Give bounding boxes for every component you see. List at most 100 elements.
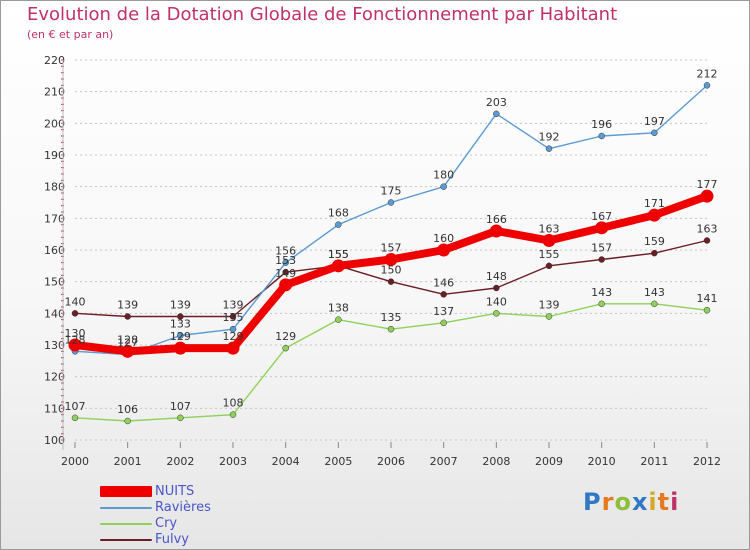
data-label-fulvy: 146 [433, 276, 454, 289]
data-point-cry [651, 300, 658, 308]
chart-title: Evolution de la Dotation Globale de Fonc… [27, 4, 618, 25]
data-label-ravires: 127 [117, 337, 138, 350]
data-point-ravires [440, 183, 447, 190]
data-point-fulvy [703, 237, 711, 244]
data-label-cry: 143 [591, 286, 612, 299]
data-point-nuits [279, 278, 293, 292]
data-point-fulvy [493, 284, 500, 292]
x-tick-label: 2010 [588, 455, 616, 468]
x-tick-label: 2003 [219, 455, 247, 468]
data-label-ravires: 180 [433, 169, 454, 182]
data-label-cry: 106 [117, 403, 138, 416]
data-label-fulvy: 155 [539, 248, 560, 261]
x-tick-label: 2001 [114, 455, 142, 468]
data-point-fulvy [229, 313, 237, 320]
x-tick-label: 2000 [61, 455, 89, 468]
data-point-nuits [647, 208, 661, 222]
data-point-cry [282, 344, 289, 352]
data-point-nuits [489, 224, 503, 238]
data-label-ravires: 212 [697, 67, 718, 80]
data-label-cry: 141 [697, 292, 718, 305]
data-point-fulvy [440, 291, 447, 298]
data-label-fulvy: 150 [381, 264, 402, 277]
data-label-cry: 108 [223, 397, 244, 410]
data-point-cry [598, 300, 605, 308]
data-point-cry [440, 319, 447, 327]
data-point-ravires [282, 259, 289, 266]
y-tick-label: 130 [44, 339, 65, 352]
logo-letter: x [631, 488, 649, 516]
data-label-ravires: 128 [65, 333, 86, 346]
legend-label-nuits: NUITS [155, 484, 195, 499]
data-label-cry: 107 [170, 400, 191, 413]
data-point-ravires [229, 325, 237, 333]
logo-letter: i [648, 488, 658, 516]
x-tick-label: 2008 [482, 455, 510, 468]
x-tick-label: 2002 [166, 455, 194, 468]
data-label-fulvy: 155 [328, 248, 349, 261]
data-point-ravires [545, 145, 553, 152]
data-label-nuits: 171 [644, 197, 665, 210]
data-point-ravires [335, 221, 342, 228]
data-point-ravires [598, 132, 605, 140]
data-point-nuits [68, 338, 82, 352]
data-point-fulvy [124, 313, 131, 320]
data-label-nuits: 166 [486, 213, 507, 226]
data-label-fulvy: 163 [697, 223, 718, 236]
x-tick-label: 2009 [535, 455, 563, 468]
data-label-cry: 135 [381, 311, 402, 324]
data-point-cry [703, 306, 711, 314]
data-label-cry: 138 [328, 302, 349, 315]
data-point-fulvy [387, 278, 395, 285]
data-label-ravires: 168 [328, 207, 349, 220]
y-tick-label: 170 [44, 212, 65, 225]
data-label-cry: 137 [433, 305, 454, 318]
data-label-nuits: 157 [381, 242, 402, 255]
x-tick-label: 2005 [324, 455, 352, 468]
data-point-cry [177, 414, 184, 422]
data-label-nuits: 129 [170, 330, 191, 343]
data-label-cry: 140 [486, 295, 507, 308]
y-tick-label: 220 [44, 54, 65, 67]
data-label-ravires: 192 [539, 131, 560, 144]
y-tick-label: 120 [44, 371, 65, 384]
data-label-cry: 107 [65, 400, 86, 413]
data-label-ravires: 197 [644, 115, 665, 128]
x-tick-label: 2011 [640, 455, 668, 468]
data-label-fulvy: 140 [65, 295, 86, 308]
data-point-nuits [384, 253, 398, 266]
data-label-fulvy: 157 [591, 242, 612, 255]
x-tick-label: 2004 [272, 455, 300, 468]
data-point-cry [71, 414, 79, 422]
data-label-ravires: 156 [275, 245, 296, 258]
data-label-fulvy: 159 [644, 235, 665, 248]
data-point-nuits [226, 341, 240, 355]
data-label-fulvy: 148 [486, 270, 507, 283]
data-point-nuits [437, 243, 451, 257]
data-point-ravires [651, 129, 658, 137]
data-label-nuits: 149 [275, 267, 296, 280]
legend-swatch-cry [100, 523, 152, 525]
y-tick-label: 190 [44, 149, 65, 162]
legend-swatch-ravieres [100, 507, 152, 509]
data-label-ravires: 133 [170, 318, 191, 331]
data-point-fulvy [71, 310, 79, 317]
y-tick-label: 140 [44, 307, 65, 320]
legend-label-fulvy: Fulvy [155, 532, 190, 547]
logo-letter: r [601, 488, 615, 516]
x-tick-label: 2007 [430, 455, 458, 468]
y-tick-label: 160 [44, 244, 65, 257]
data-point-cry [124, 417, 131, 425]
data-point-fulvy [282, 268, 289, 276]
data-point-nuits [331, 259, 345, 273]
legend-label-cry: Cry [155, 516, 178, 531]
y-tick-label: 210 [44, 86, 65, 99]
data-label-nuits: 163 [539, 223, 560, 236]
data-point-ravires [493, 110, 500, 118]
data-label-ravires: 135 [223, 311, 244, 324]
data-point-nuits [173, 341, 187, 355]
y-tick-label: 110 [44, 402, 65, 415]
data-label-nuits: 129 [223, 330, 244, 343]
data-point-fulvy [177, 313, 184, 320]
